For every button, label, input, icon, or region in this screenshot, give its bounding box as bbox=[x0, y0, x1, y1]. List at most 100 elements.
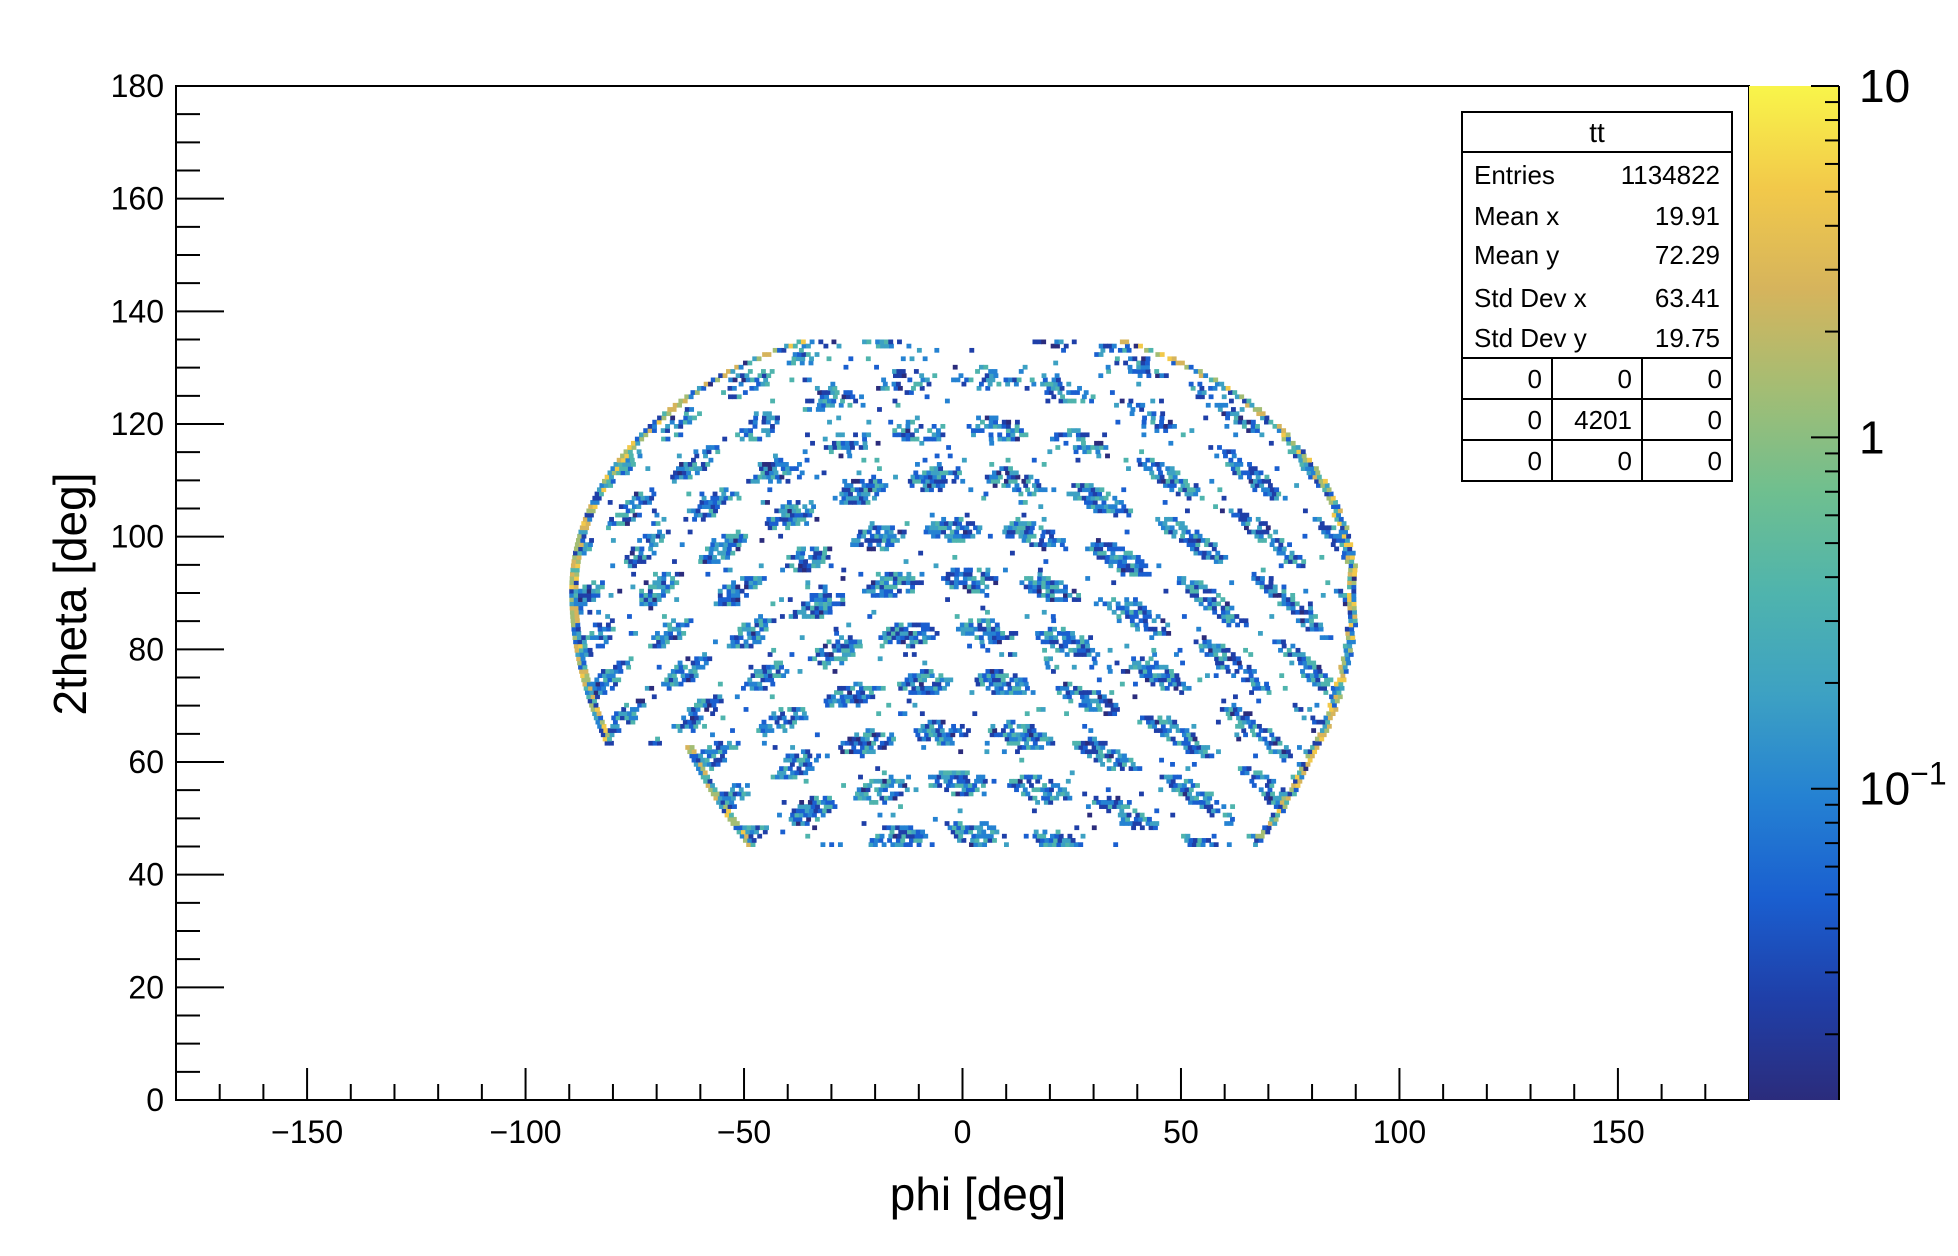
heatmap-cell bbox=[709, 749, 715, 755]
heatmap-cell bbox=[676, 631, 682, 636]
heatmap-cell bbox=[1146, 614, 1152, 619]
heatmap-cell bbox=[636, 449, 642, 455]
heatmap-cell bbox=[797, 609, 803, 615]
heatmap-cell bbox=[1175, 521, 1181, 526]
heatmap-cell bbox=[1221, 804, 1227, 809]
heatmap-cell bbox=[775, 462, 781, 467]
heatmap-cell bbox=[876, 487, 882, 493]
heatmap-cell bbox=[1058, 597, 1064, 602]
heatmap-cell bbox=[1345, 538, 1350, 543]
heatmap-cell bbox=[778, 660, 784, 666]
heatmap-cell bbox=[860, 402, 866, 408]
heatmap-cell bbox=[811, 504, 816, 509]
heatmap-cell bbox=[1021, 538, 1027, 543]
heatmap-cell bbox=[1250, 719, 1256, 725]
heatmap-cell bbox=[870, 580, 876, 586]
heatmap-cell bbox=[668, 677, 674, 683]
heatmap-cell bbox=[987, 838, 993, 843]
heatmap-cell bbox=[903, 842, 909, 847]
heatmap-cell bbox=[898, 685, 904, 691]
heatmap-cell bbox=[1173, 723, 1179, 729]
heatmap-cell bbox=[645, 538, 651, 543]
heatmap-cell bbox=[1290, 643, 1296, 649]
heatmap-cell bbox=[691, 757, 697, 763]
heatmap-cell bbox=[729, 800, 735, 805]
heatmap-cell bbox=[1230, 466, 1236, 471]
heatmap-cell bbox=[1189, 749, 1195, 755]
heatmap-cell bbox=[968, 567, 973, 573]
heatmap-cell bbox=[1047, 842, 1053, 847]
heatmap-cell bbox=[987, 677, 993, 683]
heatmap-cell bbox=[1108, 504, 1114, 509]
heatmap-cell bbox=[1291, 445, 1297, 450]
heatmap-cell bbox=[801, 614, 807, 619]
heatmap-cell bbox=[1168, 529, 1174, 535]
heatmap-cell bbox=[823, 698, 829, 704]
heatmap-cell bbox=[779, 774, 785, 780]
heatmap-cell bbox=[1155, 614, 1161, 619]
heatmap-cell bbox=[839, 694, 845, 700]
heatmap-cell bbox=[846, 622, 852, 628]
heatmap-cell bbox=[936, 681, 942, 687]
heatmap-cell bbox=[1051, 618, 1057, 624]
heatmap-cell bbox=[774, 664, 780, 670]
heatmap-cell bbox=[974, 778, 979, 784]
heatmap-cell bbox=[1125, 669, 1131, 674]
heatmap-cell bbox=[1320, 681, 1326, 687]
heatmap-cell bbox=[574, 618, 580, 624]
heatmap-cell bbox=[730, 584, 736, 590]
heatmap-cell bbox=[947, 778, 953, 784]
heatmap-cell bbox=[1000, 677, 1006, 683]
heatmap-cell bbox=[881, 745, 887, 750]
heatmap-cell bbox=[1273, 740, 1279, 746]
heatmap-cell bbox=[756, 381, 762, 387]
heatmap-cell bbox=[1281, 584, 1287, 590]
heatmap-cell bbox=[1019, 428, 1024, 433]
heatmap-cell bbox=[574, 614, 580, 619]
heatmap-cell bbox=[1316, 719, 1322, 725]
heatmap-cell bbox=[936, 436, 942, 442]
heatmap-cell bbox=[770, 516, 776, 522]
heatmap-cell bbox=[1088, 728, 1094, 733]
heatmap-cell bbox=[1345, 635, 1351, 640]
heatmap-cell bbox=[586, 584, 592, 590]
heatmap-cell bbox=[1258, 533, 1264, 539]
heatmap-cell bbox=[686, 491, 692, 497]
heatmap-cell bbox=[876, 525, 882, 531]
heatmap-cell bbox=[1170, 736, 1176, 742]
heatmap-cell bbox=[738, 631, 743, 636]
heatmap-cell bbox=[849, 643, 855, 649]
heatmap-cell bbox=[760, 470, 766, 476]
heatmap-cell bbox=[904, 787, 910, 793]
heatmap-cell bbox=[1237, 766, 1243, 771]
heatmap-cell bbox=[1044, 838, 1050, 843]
heatmap-cell bbox=[1324, 677, 1329, 683]
heatmap-cell bbox=[1263, 491, 1269, 497]
heatmap-cell bbox=[1334, 546, 1340, 552]
heatmap-cell bbox=[1299, 605, 1305, 611]
heatmap-cell bbox=[1036, 588, 1042, 594]
heatmap-cell bbox=[617, 462, 623, 467]
heatmap-cell bbox=[1082, 723, 1088, 729]
heatmap-cell bbox=[956, 778, 962, 784]
heatmap-cell bbox=[1159, 398, 1164, 404]
heatmap-cell bbox=[945, 580, 951, 586]
heatmap-cell bbox=[700, 749, 706, 755]
heatmap-cell bbox=[1131, 825, 1137, 831]
heatmap-cell bbox=[827, 546, 833, 552]
heatmap-cell bbox=[909, 677, 914, 683]
heatmap-cell bbox=[1098, 546, 1104, 552]
heatmap-cell bbox=[900, 635, 906, 640]
heatmap-cell bbox=[831, 643, 837, 649]
heatmap-cell bbox=[851, 538, 857, 543]
heatmap-cell bbox=[889, 829, 895, 835]
heatmap-cell bbox=[973, 525, 978, 531]
heatmap-cell bbox=[743, 428, 749, 433]
heatmap-cell bbox=[927, 436, 933, 442]
heatmap-cell bbox=[1150, 398, 1156, 404]
heatmap-cell bbox=[1351, 576, 1357, 581]
heatmap-cell bbox=[1309, 622, 1315, 628]
heatmap-cell bbox=[989, 415, 995, 421]
heatmap-cell bbox=[854, 495, 860, 501]
heatmap-cell bbox=[1085, 804, 1091, 809]
